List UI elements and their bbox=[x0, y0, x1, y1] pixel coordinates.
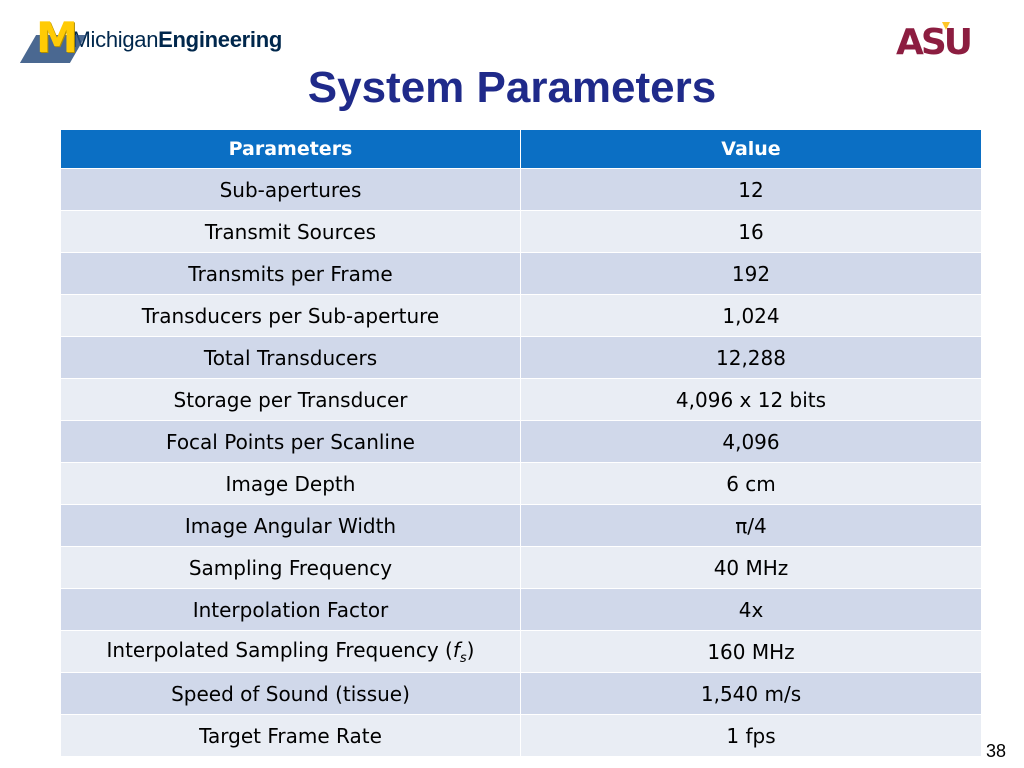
asu-logo-text: ASU bbox=[896, 22, 970, 60]
parameter-cell: Image Depth bbox=[60, 462, 521, 505]
table-row: Transmit Sources 16 bbox=[60, 210, 982, 253]
michigan-logo-text: MichiganEngineering bbox=[72, 27, 283, 52]
value-cell: 192 bbox=[520, 252, 982, 295]
value-cell: 1 fps bbox=[520, 714, 982, 757]
parameter-cell: Interpolated Sampling Frequency (fs) bbox=[60, 630, 521, 673]
value-cell: 160 MHz bbox=[520, 630, 982, 673]
asu-logo: ASU bbox=[896, 22, 973, 60]
value-cell: 16 bbox=[520, 210, 982, 253]
parameter-cell: Focal Points per Scanline bbox=[60, 420, 521, 463]
michigan-engineering-logo: M MichiganEngineering bbox=[19, 12, 283, 68]
parameter-cell: Speed of Sound (tissue) bbox=[60, 672, 521, 715]
value-cell: 6 cm bbox=[520, 462, 982, 505]
parameter-cell: Target Frame Rate bbox=[60, 714, 521, 757]
parameter-cell: Sampling Frequency bbox=[60, 546, 521, 589]
header-value: Value bbox=[520, 129, 982, 169]
slide-title: System Parameters bbox=[307, 63, 717, 112]
value-cell: 12,288 bbox=[520, 336, 982, 379]
parameter-cell: Interpolation Factor bbox=[60, 588, 521, 631]
table-row: Total Transducers 12,288 bbox=[60, 336, 982, 379]
parameter-cell: Transducers per Sub-aperture bbox=[60, 294, 521, 337]
parameter-cell: Image Angular Width bbox=[60, 504, 521, 547]
table-header-row: Parameters Value bbox=[60, 129, 982, 169]
parameter-cell: Storage per Transducer bbox=[60, 378, 521, 421]
value-cell: 40 MHz bbox=[520, 546, 982, 589]
value-cell: 1,540 m/s bbox=[520, 672, 982, 715]
value-cell: 12 bbox=[520, 168, 982, 211]
value-cell: 1,024 bbox=[520, 294, 982, 337]
block-m-icon: M bbox=[19, 15, 87, 65]
table-row: Image Depth 6 cm bbox=[60, 462, 982, 505]
table-row: Sub-apertures 12 bbox=[60, 168, 982, 211]
value-cell: 4,096 bbox=[520, 420, 982, 463]
table-row: Transmits per Frame 192 bbox=[60, 252, 982, 295]
parameter-cell: Total Transducers bbox=[60, 336, 521, 379]
value-cell: 4,096 x 12 bits bbox=[520, 378, 982, 421]
table-row: Interpolation Factor 4x bbox=[60, 588, 982, 631]
table-row: Image Angular Width π/4 bbox=[60, 504, 982, 547]
parameter-cell: Sub-apertures bbox=[60, 168, 521, 211]
table-row: Interpolated Sampling Frequency (fs) 160 … bbox=[60, 630, 982, 673]
parameter-cell: Transmits per Frame bbox=[60, 252, 521, 295]
header-parameters: Parameters bbox=[60, 129, 521, 169]
value-cell: π/4 bbox=[520, 504, 982, 547]
page-number: 38 bbox=[985, 741, 1006, 761]
table-row: Sampling Frequency 40 MHz bbox=[60, 546, 982, 589]
table-row: Speed of Sound (tissue) 1,540 m/s bbox=[60, 672, 982, 715]
parameter-cell: Transmit Sources bbox=[60, 210, 521, 253]
table-row: Storage per Transducer 4,096 x 12 bits bbox=[60, 378, 982, 421]
value-cell: 4x bbox=[520, 588, 982, 631]
table-row: Focal Points per Scanline 4,096 bbox=[60, 420, 982, 463]
table-row: Transducers per Sub-aperture 1,024 bbox=[60, 294, 982, 337]
parameters-table: Parameters Value Sub-apertures 12 Transmit… bbox=[60, 129, 982, 757]
table-row: Target Frame Rate 1 fps bbox=[60, 714, 982, 757]
